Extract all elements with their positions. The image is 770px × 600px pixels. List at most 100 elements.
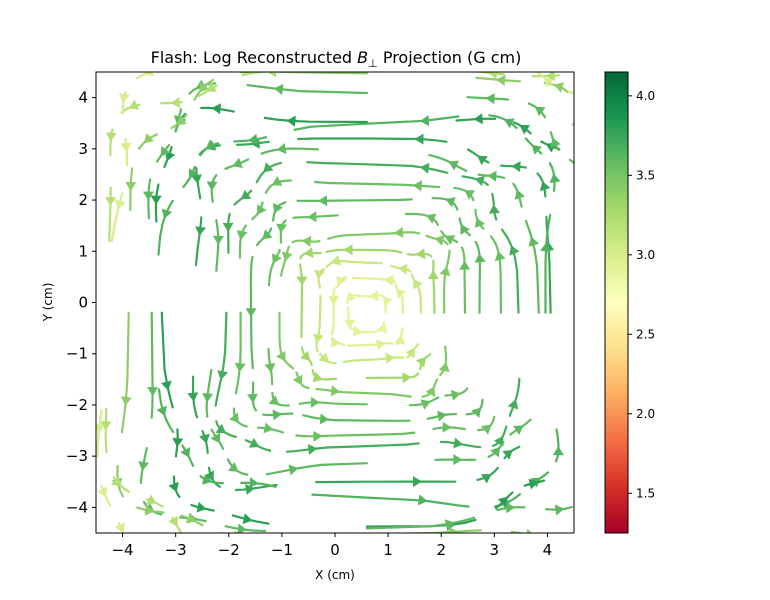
title-prefix: Flash: Log Reconstructed xyxy=(151,48,358,67)
streamline-arrow-4-5 xyxy=(275,350,286,362)
x-axis-ticks: −4 −3 −2 −1 0 1 2 3 4 xyxy=(111,533,552,559)
streamline-14-seg-1 xyxy=(577,155,586,178)
streamline-10-seg-4 xyxy=(297,137,448,143)
streamline-arrow-6-3 xyxy=(318,195,328,207)
colorbar-frame xyxy=(604,71,629,534)
streamline-arrow-12-11 xyxy=(172,437,184,448)
streamline-arrow-4-0 xyxy=(439,266,451,277)
colorbar-ticks: 1.5 2.0 2.5 3.0 3.5 4.0 xyxy=(628,89,655,500)
streamline-arrow-9-9 xyxy=(210,432,221,444)
streamline-16-seg-16 xyxy=(176,565,210,571)
streamline-arrow-3-4 xyxy=(296,276,308,286)
streamline-arrow-7-1 xyxy=(474,217,485,228)
streamline-arrow-0-1 xyxy=(368,290,379,302)
streamline-arrow-2-3 xyxy=(314,269,325,280)
streamline-arrow-7-10 xyxy=(313,430,323,442)
streamline-arrow-5-4 xyxy=(276,223,288,234)
streamline-arrow-1-4 xyxy=(330,336,341,348)
streamline-15-seg-6 xyxy=(241,72,272,77)
streamline-arrow-14-10 xyxy=(120,396,132,406)
streamline-arrow-7-4 xyxy=(272,176,283,186)
streamline-arrow-0-3 xyxy=(344,319,356,329)
streamline-arrow-9-14 xyxy=(513,425,524,435)
streamline-arrow-5-2 xyxy=(426,213,437,224)
streamline-arrow-14-1 xyxy=(577,162,588,172)
streamline-arrow-12-16 xyxy=(497,496,509,507)
streamline-arrow-4-9 xyxy=(438,362,450,373)
streamline-arrow-5-5 xyxy=(271,253,282,264)
streamline-arrow-11-4 xyxy=(419,115,430,127)
streamline-arrow-11-2 xyxy=(531,144,542,155)
streamline-arrow-12-9 xyxy=(150,195,162,205)
streamline-arrow-8-11 xyxy=(453,437,464,449)
streamline-arrow-10-2 xyxy=(511,161,521,173)
streamline-arrow-10-1 xyxy=(539,181,551,192)
streamline-arrow-13-17 xyxy=(554,504,565,516)
streamline-arrow-10-10 xyxy=(199,433,210,444)
streamline-arrow-13-8 xyxy=(160,146,171,157)
streamline-arrow-5-10 xyxy=(450,389,461,401)
title-suffix: Projection (G cm) xyxy=(378,48,522,67)
streamline-arrow-8-4 xyxy=(263,162,274,173)
streamline-arrow-5-6 xyxy=(264,362,276,373)
colorbar-tick-label-4: 3.5 xyxy=(636,168,655,182)
streamline-arrow-10-3 xyxy=(477,155,488,166)
streamline-arrow-2-0 xyxy=(413,278,423,290)
streamline-11-seg-13 xyxy=(311,493,470,508)
streamline-arrow-6-8 xyxy=(272,409,282,421)
streamline-arrow-11-10 xyxy=(180,447,191,458)
streamline-15-seg-18 xyxy=(481,558,521,562)
streamline-arrow-13-3 xyxy=(534,106,546,117)
streamline-arrow-16-3 xyxy=(576,91,586,102)
streamline-arrow-15-8 xyxy=(170,97,180,108)
streamline-15-seg-4 xyxy=(531,74,560,78)
streamline-arrow-14-12 xyxy=(144,504,155,516)
streamline-14-seg-17 xyxy=(573,526,592,539)
streamline-arrow-5-0 xyxy=(459,260,471,270)
y-axis-ticks: −4 −3 −2 −1 0 1 2 3 4 xyxy=(66,89,96,516)
streamline-arrow-14-14 xyxy=(234,530,238,533)
streamline-arrow-7-12 xyxy=(481,424,492,435)
streamline-arrow-15-20 xyxy=(582,533,593,543)
streamline-arrow-16-10 xyxy=(120,142,132,153)
streamline-arrow-10-12 xyxy=(245,484,255,495)
streamline-arrow-8-10 xyxy=(307,444,318,455)
streamline-arrow-4-7 xyxy=(330,385,341,397)
y-tick-label-2: −2 xyxy=(66,396,88,414)
streamline-arrow-8-1 xyxy=(488,204,500,214)
colorbar-tick-label-0: 1.5 xyxy=(636,486,655,500)
streamline-arrow-8-0 xyxy=(509,245,520,256)
streamline-arrow-2-1 xyxy=(398,263,408,275)
streamline-arrow-16-12 xyxy=(96,423,105,434)
streamline-15-seg-19 xyxy=(552,558,574,563)
y-tick-label-6: 2 xyxy=(78,191,88,209)
streamline-arrow-9-10 xyxy=(228,462,239,472)
streamline-arrow-7-0 xyxy=(494,251,506,262)
x-axis-label: X (cm) xyxy=(315,568,355,582)
streamline-arrow-13-16 xyxy=(505,502,516,514)
plot-area: −4 −3 −2 −1 0 1 2 3 4 −4 −3 −2 −1 0 1 2 3 4 xyxy=(66,35,603,571)
streamline-arrow-9-1 xyxy=(514,189,525,200)
streamline-arrow-16-6 xyxy=(255,35,265,46)
streamline-arrow-13-14 xyxy=(237,523,247,533)
streamline-15-seg-11 xyxy=(108,186,112,242)
streamline-arrow-11-3 xyxy=(504,118,515,129)
streamline-arrow-14-8 xyxy=(143,133,154,144)
streamline-arrow-13-18 xyxy=(582,482,593,492)
streamline-13-seg-0 xyxy=(600,199,603,313)
streamline-arrow-12-17 xyxy=(528,478,539,490)
streamline-arrow-14-16 xyxy=(526,528,533,533)
streamline-arrow-11-1 xyxy=(549,173,561,184)
x-tick-label-5: 1 xyxy=(383,541,393,559)
streamline-arrow-1-5 xyxy=(375,339,386,351)
streamline-arrow-8-2 xyxy=(474,175,485,187)
streamline-arrow-10-13 xyxy=(412,476,422,488)
x-tick-label-7: 3 xyxy=(490,541,500,559)
streamline-15-seg-3 xyxy=(583,76,601,83)
streamline-13-seg-10 xyxy=(150,311,154,419)
colorbar-tick-label-3: 3.0 xyxy=(636,248,655,262)
colorbar-tick-label-5: 4.0 xyxy=(636,89,655,103)
title-subscript: ⊥ xyxy=(368,57,378,70)
streamline-arrow-16-20 xyxy=(579,533,590,543)
